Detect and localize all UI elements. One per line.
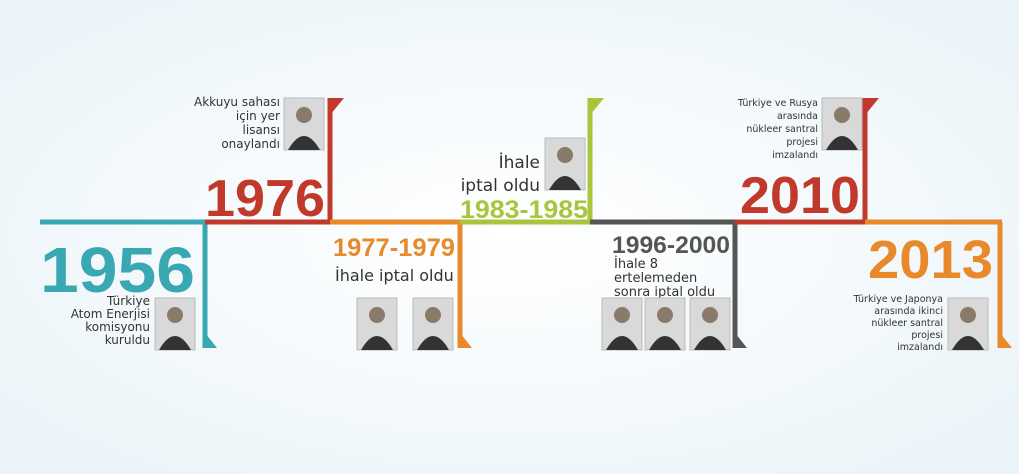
description-line: nükleer santral <box>871 318 943 329</box>
portrait-head <box>296 107 312 123</box>
portrait <box>357 298 397 350</box>
portrait <box>822 98 862 150</box>
description-line: iptal oldu <box>461 176 540 196</box>
portrait <box>284 98 324 150</box>
description-line: ertelemeden <box>614 271 697 286</box>
portrait <box>602 298 642 350</box>
description-line: projesi <box>786 137 818 148</box>
year: 2013 <box>868 230 993 290</box>
portrait <box>948 298 988 350</box>
description-line: İhale <box>499 152 540 173</box>
year: 1977-1979 <box>333 234 455 262</box>
description-line: arasında ikinci <box>874 306 943 317</box>
portrait-head <box>657 307 673 323</box>
description-line: imzalandı <box>772 150 818 161</box>
year: 1983-1985 <box>460 196 588 224</box>
description-line: Atom Enerjisi <box>71 307 150 321</box>
description-line: komisyonu <box>85 320 150 334</box>
description-line: İhale iptal oldu <box>335 266 454 285</box>
portrait-head <box>167 307 183 323</box>
portrait-head <box>369 307 385 323</box>
year: 1996-2000 <box>612 232 730 259</box>
portrait <box>155 298 195 350</box>
description-line: arasında <box>777 111 818 122</box>
portrait-head <box>960 307 976 323</box>
description-line: Türkiye <box>106 294 150 308</box>
description-line: İhale 8 <box>614 256 658 272</box>
portrait-head <box>557 147 573 163</box>
description-line: kuruldu <box>105 333 150 347</box>
portrait-head <box>614 307 630 323</box>
portrait-head <box>702 307 718 323</box>
description-line: projesi <box>911 330 943 341</box>
portrait <box>413 298 453 350</box>
description-line: imzalandı <box>897 342 943 353</box>
description-line: için yer <box>236 109 280 123</box>
portrait-head <box>425 307 441 323</box>
description-line: Akkuyu sahası <box>194 95 280 109</box>
portrait <box>545 138 585 190</box>
portrait <box>645 298 685 350</box>
year: 2010 <box>740 167 860 225</box>
description-line: lisansı <box>243 123 280 137</box>
description-line: Türkiye ve Rusya <box>737 98 818 109</box>
description-line: nükleer santral <box>746 124 818 135</box>
timeline: 1956TürkiyeAtom Enerjisikomisyonukuruldu… <box>0 0 1019 474</box>
description-line: Türkiye ve Japonya <box>853 294 943 305</box>
portrait-head <box>834 107 850 123</box>
year: 1976 <box>205 170 325 228</box>
description-line: onaylandı <box>221 137 280 151</box>
portrait <box>690 298 730 350</box>
